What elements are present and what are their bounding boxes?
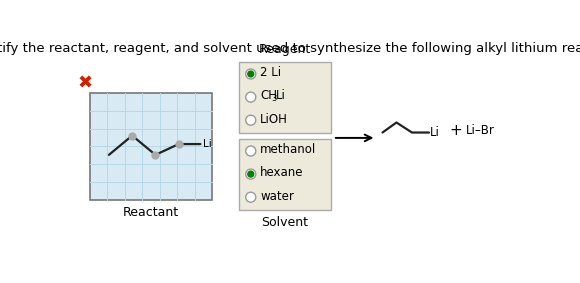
Bar [239,139,331,209]
Text: Solvent: Solvent [262,216,309,229]
Circle shape [248,71,253,77]
Text: Reagent: Reagent [259,42,311,55]
Text: +: + [449,123,462,138]
Circle shape [246,192,256,202]
Text: LiOH: LiOH [260,113,288,126]
Text: Li: Li [202,139,212,149]
Bar [239,62,331,132]
Text: Identify the reactant, reagent, and solvent used to synthesize the following alk: Identify the reactant, reagent, and solv… [0,42,580,55]
Text: 3: 3 [271,94,277,103]
Circle shape [246,169,256,179]
Text: hexane: hexane [260,166,303,179]
Circle shape [246,115,256,125]
Text: Li: Li [430,126,440,139]
Text: 2 Li: 2 Li [260,66,281,79]
Circle shape [246,146,256,156]
Text: Reactant: Reactant [123,206,179,219]
Text: water: water [260,190,294,203]
Text: Li–Br: Li–Br [466,125,495,138]
Text: CH: CH [260,89,277,102]
Text: Li: Li [276,89,285,102]
Circle shape [248,171,253,177]
Circle shape [246,69,256,79]
Text: methanol: methanol [260,143,316,156]
Bar [89,93,212,200]
Text: ✖: ✖ [77,74,92,93]
Circle shape [246,92,256,102]
